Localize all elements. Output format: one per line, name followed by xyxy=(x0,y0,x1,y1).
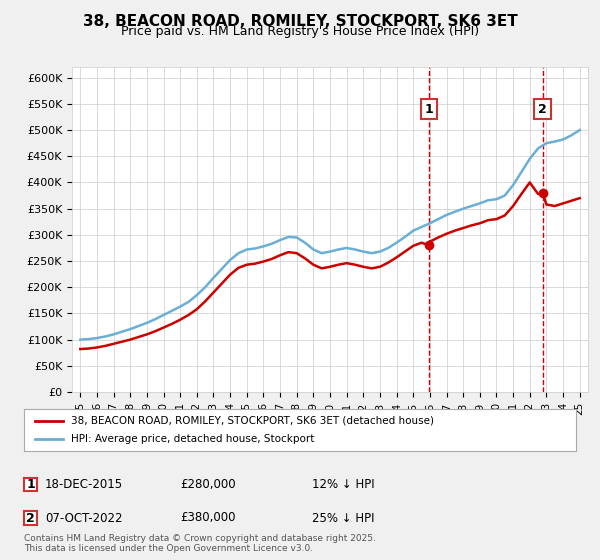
Text: HPI: Average price, detached house, Stockport: HPI: Average price, detached house, Stoc… xyxy=(71,434,314,444)
Text: £280,000: £280,000 xyxy=(180,478,236,491)
Text: 1: 1 xyxy=(425,102,434,115)
Text: Price paid vs. HM Land Registry's House Price Index (HPI): Price paid vs. HM Land Registry's House … xyxy=(121,25,479,38)
Text: 38, BEACON ROAD, ROMILEY, STOCKPORT, SK6 3ET (detached house): 38, BEACON ROAD, ROMILEY, STOCKPORT, SK6… xyxy=(71,416,434,426)
Text: 25% ↓ HPI: 25% ↓ HPI xyxy=(312,511,374,525)
Text: 1: 1 xyxy=(26,478,35,491)
Text: 12% ↓ HPI: 12% ↓ HPI xyxy=(312,478,374,491)
Text: 07-OCT-2022: 07-OCT-2022 xyxy=(45,511,122,525)
Text: 18-DEC-2015: 18-DEC-2015 xyxy=(45,478,123,491)
Text: Contains HM Land Registry data © Crown copyright and database right 2025.
This d: Contains HM Land Registry data © Crown c… xyxy=(24,534,376,553)
Text: 2: 2 xyxy=(538,102,547,115)
Text: £380,000: £380,000 xyxy=(180,511,235,525)
Text: 38, BEACON ROAD, ROMILEY, STOCKPORT, SK6 3ET: 38, BEACON ROAD, ROMILEY, STOCKPORT, SK6… xyxy=(83,14,517,29)
Text: 2: 2 xyxy=(26,511,35,525)
